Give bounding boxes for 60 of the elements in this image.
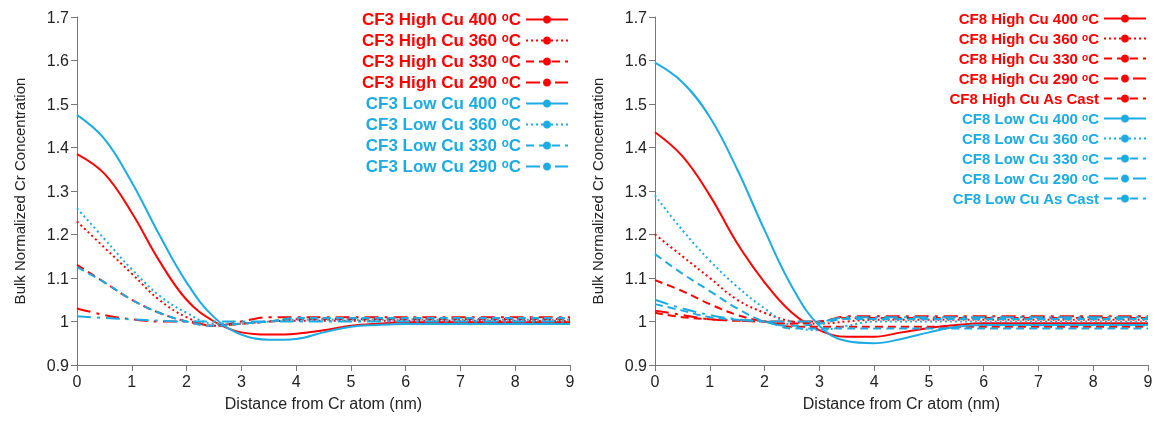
y-tick-label: 0.9: [46, 356, 70, 374]
legend-label: CF8 Low Cu 290 ᵒC: [961, 170, 1100, 187]
x-tick-label: 8: [510, 372, 520, 390]
x-tick-label: 0: [650, 372, 660, 390]
legend-label: CF8 High Cu As Cast: [949, 90, 1099, 107]
x-tick-label: 1: [705, 372, 715, 390]
x-tick-label: 3: [814, 372, 824, 390]
y-axis-title: Bulk Normalized Cr Concentration: [11, 77, 28, 305]
legend-label: CF8 High Cu 290 ᵒC: [958, 70, 1100, 87]
x-tick-label: 4: [291, 372, 301, 390]
y-tick-label: 1.4: [46, 139, 70, 156]
x-tick-label: 1: [127, 372, 137, 390]
y-tick-label: 1.6: [624, 52, 648, 69]
x-tick-label: 8: [1088, 372, 1098, 390]
legend-label: CF3 High Cu 360 ᵒC: [361, 31, 521, 50]
x-tick-label: 9: [1143, 372, 1153, 390]
legend-label: CF3 High Cu 330 ᵒC: [361, 52, 521, 71]
x-axis-title: Distance from Cr atom (nm): [224, 394, 423, 412]
x-tick-label: 5: [346, 372, 356, 390]
y-tick-label: 0.9: [624, 356, 648, 374]
y-tick-label: 1.2: [46, 226, 70, 243]
x-tick-label: 2: [760, 372, 770, 390]
legend-label: CF3 Low Cu 290 ᵒC: [365, 157, 521, 176]
legend-label: CF8 High Cu 330 ᵒC: [958, 50, 1100, 67]
legend-label: CF8 Low Cu As Cast: [952, 190, 1099, 207]
x-axis-title: Distance from Cr atom (nm): [802, 394, 1001, 412]
y-tick-label: 1.6: [46, 52, 70, 69]
x-tick-label: 4: [869, 372, 879, 390]
legend-label: CF3 Low Cu 360 ᵒC: [365, 115, 521, 134]
y-tick-label: 1.2: [624, 226, 648, 243]
legend-label: CF3 Low Cu 400 ᵒC: [365, 94, 521, 113]
x-tick-label: 7: [1033, 372, 1043, 390]
x-tick-label: 2: [182, 372, 192, 390]
y-tick-label: 1.5: [624, 95, 648, 113]
y-tick-label: 1.1: [46, 269, 70, 287]
legend-label: CF3 High Cu 400 ᵒC: [361, 10, 521, 29]
x-tick-label: 7: [455, 372, 465, 390]
x-tick-label: 6: [401, 372, 411, 390]
y-tick-label: 1.7: [624, 8, 648, 26]
x-tick-label: 6: [979, 372, 989, 390]
legend-label: CF8 Low Cu 330 ᵒC: [961, 150, 1100, 167]
y-tick-label: 1.5: [46, 95, 70, 113]
x-tick-label: 3: [236, 372, 246, 390]
legend-label: CF3 Low Cu 330 ᵒC: [365, 136, 521, 155]
x-tick-label: 9: [565, 372, 575, 390]
y-axis-title: Bulk Normalized Cr Concentration: [589, 77, 606, 305]
y-tick-label: 1.3: [624, 182, 648, 200]
y-tick-label: 1.7: [46, 8, 70, 26]
legend-label: CF8 High Cu 360 ᵒC: [958, 30, 1100, 47]
y-tick-label: 1: [638, 313, 648, 330]
y-tick-label: 1: [60, 313, 70, 330]
y-tick-label: 1.3: [46, 182, 70, 200]
legend-label: CF3 High Cu 290 ᵒC: [361, 73, 521, 92]
legend-label: CF8 Low Cu 360 ᵒC: [961, 130, 1100, 147]
x-tick-label: 0: [72, 372, 82, 390]
legend-label: CF8 Low Cu 400 ᵒC: [961, 110, 1100, 127]
y-tick-label: 1.1: [624, 269, 648, 287]
legend-label: CF8 High Cu 400 ᵒC: [958, 10, 1100, 27]
y-tick-label: 1.4: [624, 139, 648, 156]
x-tick-label: 5: [924, 372, 934, 390]
